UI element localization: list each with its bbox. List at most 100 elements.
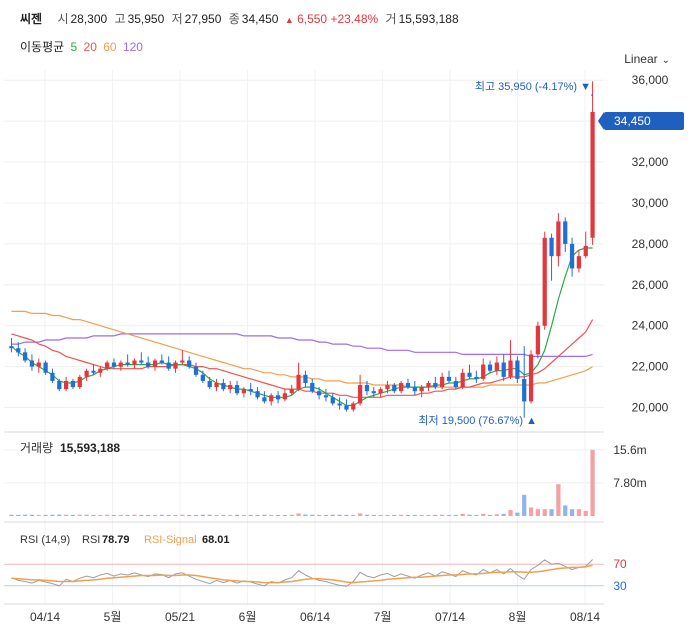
- scale-mode-label: Linear: [624, 52, 658, 66]
- volume-bar: [166, 514, 171, 516]
- candle-body: [98, 368, 103, 373]
- candle-body: [146, 362, 151, 367]
- candle-body: [296, 374, 301, 390]
- volume-bar: [29, 514, 35, 516]
- candle-body: [371, 391, 376, 394]
- moving-average-label: 이동평균: [20, 40, 65, 54]
- candle-body: [193, 366, 199, 375]
- volume-bar: [98, 514, 103, 516]
- candle-body: [351, 403, 356, 410]
- volume-bar: [433, 514, 438, 516]
- max-price-annotation: 최고 35,950 (-4.17%) ▼: [475, 80, 591, 93]
- candle-body: [474, 376, 479, 379]
- rsi-line: [11, 559, 593, 587]
- volume-bar: [77, 514, 82, 516]
- volume-bar: [535, 509, 541, 516]
- volume-bar: [549, 509, 554, 516]
- volume-bar: [583, 510, 588, 516]
- volume-bar: [180, 514, 185, 516]
- open-value: 28,300: [70, 12, 108, 26]
- candle-body: [166, 362, 171, 369]
- candle-body: [173, 362, 178, 369]
- volume-bar: [344, 514, 349, 516]
- close-value: 34,450: [241, 12, 279, 26]
- volume-bar: [139, 514, 144, 516]
- up-arrow-icon: ▲: [284, 15, 294, 25]
- candle-body: [515, 360, 520, 379]
- candle-body: [426, 382, 431, 388]
- price-tick-label: 30,000: [632, 196, 669, 210]
- candle-body: [9, 346, 14, 349]
- volume-bar: [221, 514, 226, 516]
- volume-bar: [152, 514, 158, 516]
- volume-bar: [576, 509, 582, 516]
- ma-60-label: 60: [103, 40, 117, 54]
- volume-bar: [200, 514, 205, 516]
- time-tick-label: 07/14: [435, 610, 465, 624]
- volume-bar: [84, 514, 89, 516]
- volume-bar: [57, 514, 62, 516]
- volume-bar: [569, 509, 575, 516]
- candle-body: [16, 348, 21, 353]
- volume-label: 거: [385, 12, 397, 26]
- candle-body: [446, 376, 452, 381]
- volume-bar: [125, 514, 130, 516]
- volume-bar: [316, 514, 322, 516]
- candle-body: [330, 397, 335, 404]
- candle-body: [323, 395, 329, 398]
- volume-bar: [542, 509, 547, 516]
- candle-body: [405, 382, 411, 388]
- candle-body: [29, 360, 35, 367]
- rsi-label: RSI: [82, 534, 100, 546]
- moving-average-legend[interactable]: 이동평균 5 20 60 120: [20, 38, 143, 55]
- volume-bar: [214, 514, 219, 516]
- volume-bar: [207, 514, 212, 516]
- candle-body: [187, 360, 192, 367]
- current-price-tag-pointer: [598, 112, 604, 130]
- ma60-line: [11, 310, 593, 388]
- volume-bar: [378, 514, 383, 516]
- volume-bar: [446, 514, 452, 516]
- volume-bar: [494, 514, 499, 516]
- high-value: 35,950: [127, 12, 165, 26]
- candle-body: [569, 243, 575, 269]
- ma-20-label: 20: [83, 40, 97, 54]
- volume-bar: [248, 514, 253, 516]
- quote-header: 씨젠 시 28,300 고 35,950 저 27,950 종 34,450 ▲ 6,5…: [20, 10, 459, 27]
- volume-bar: [241, 514, 247, 516]
- candle-body: [105, 362, 110, 369]
- ma120-line: [11, 333, 593, 357]
- volume-bar: [63, 514, 69, 516]
- candle-body: [43, 362, 48, 373]
- candle-body: [549, 237, 554, 257]
- volume-tick-label: 7.80m: [613, 476, 646, 490]
- candle-body: [583, 245, 588, 257]
- candle-body: [200, 374, 205, 381]
- candle-body: [563, 221, 568, 244]
- volume-bar: [255, 514, 260, 516]
- candle-body: [57, 380, 62, 390]
- current-price-tag: [604, 112, 684, 130]
- volume-bar: [159, 514, 164, 516]
- candle-body: [50, 372, 55, 381]
- candle-body: [36, 362, 41, 367]
- time-tick-label: 8월: [509, 610, 527, 624]
- candle-body: [84, 370, 89, 377]
- candle-body: [241, 389, 247, 394]
- volume-bar: [508, 510, 513, 516]
- candle-body: [440, 376, 445, 388]
- scale-mode-dropdown[interactable]: Linear ⌄: [624, 52, 670, 66]
- candle-body: [378, 389, 383, 394]
- candle-body: [70, 380, 76, 388]
- volume-bar: [330, 514, 335, 516]
- candle-body: [337, 403, 342, 406]
- rsi-signal-line: [11, 564, 593, 584]
- candle-body: [528, 354, 534, 402]
- price-tick-label: 32,000: [632, 155, 669, 169]
- volume-bar: [563, 505, 568, 516]
- candle-body: [125, 362, 130, 365]
- volume-bar: [357, 513, 363, 516]
- volume-bar: [474, 514, 479, 516]
- close-label: 종: [228, 12, 240, 26]
